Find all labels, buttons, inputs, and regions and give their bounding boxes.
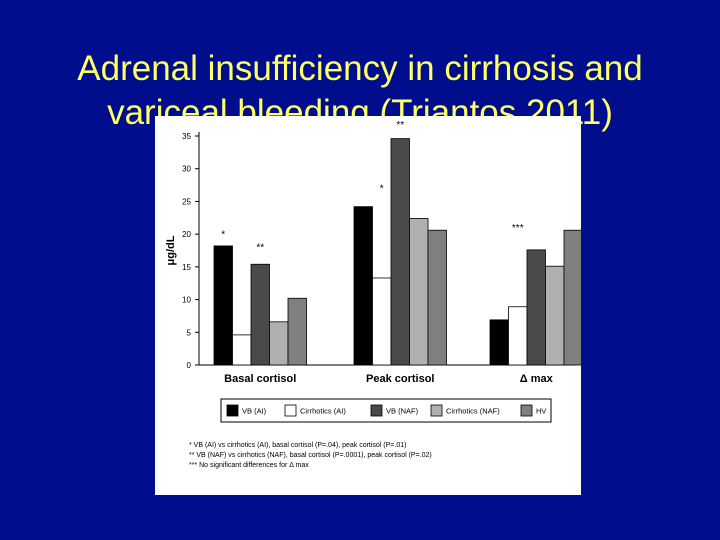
legend-swatch <box>520 404 533 417</box>
legend-label: HV <box>536 407 546 416</box>
significance-annotation: *** <box>512 223 524 234</box>
y-tick-label: 5 <box>187 328 192 337</box>
significance-annotation: ** <box>396 120 404 131</box>
bar <box>213 245 233 366</box>
y-axis-label: μg/dL <box>165 235 177 265</box>
category-label: Peak cortisol <box>366 373 434 385</box>
legend-box <box>220 398 552 423</box>
bar <box>489 319 509 366</box>
bar <box>287 297 307 366</box>
footnote-1: * VB (AI) vs cirrhotics (AI), basal cort… <box>189 442 407 449</box>
legend-swatch <box>430 404 443 417</box>
legend-swatch <box>370 404 383 417</box>
bar <box>232 334 252 366</box>
y-tick-label: 0 <box>187 361 192 370</box>
bar <box>250 263 270 366</box>
slide-title-line-1: Adrenal insufficiency in cirrhosis and <box>77 49 643 89</box>
footnote-3: *** No significant differences for Δ max <box>189 462 309 469</box>
legend-label: VB (AI) <box>242 407 267 416</box>
bar <box>269 321 289 366</box>
legend-swatch <box>284 404 297 417</box>
bar <box>427 229 447 366</box>
legend-label: Cirrhotics (AI) <box>300 407 346 416</box>
y-tick-label: 15 <box>182 263 191 272</box>
bar <box>545 265 565 366</box>
slide-title: Adrenal insufficiency in cirrhosis and v… <box>0 47 720 135</box>
significance-annotation: * <box>221 229 225 240</box>
chart-figure: 0 5 10 15 20 25 30 35 μg/dL * ** * ** *** Basal cortis… <box>155 116 581 495</box>
bar <box>563 229 581 366</box>
bar <box>526 249 546 366</box>
y-tick-label: 35 <box>182 132 191 141</box>
category-label: Basal cortisol <box>224 373 296 385</box>
footnotes: * VB (AI) vs cirrhotics (AI), basal cort… <box>189 441 569 471</box>
bar <box>353 206 373 366</box>
legend-label: Cirrhotics (NAF) <box>446 407 500 416</box>
y-tick-label: 25 <box>182 197 191 206</box>
category-label: Δ max <box>520 373 554 385</box>
bar <box>390 138 410 366</box>
y-tick-label: 30 <box>182 165 191 174</box>
legend-label: VB (NAF) <box>386 407 419 416</box>
y-tick-label: 20 <box>182 230 191 239</box>
bar <box>409 218 429 366</box>
significance-annotation: * <box>380 184 384 195</box>
bar <box>372 277 392 366</box>
significance-annotation: ** <box>256 243 264 254</box>
y-tick-label: 10 <box>182 296 191 305</box>
legend-swatch <box>226 404 239 417</box>
bar <box>508 306 528 366</box>
footnote-2: ** VB (NAF) vs cirrhotics (NAF), basal c… <box>189 452 432 459</box>
